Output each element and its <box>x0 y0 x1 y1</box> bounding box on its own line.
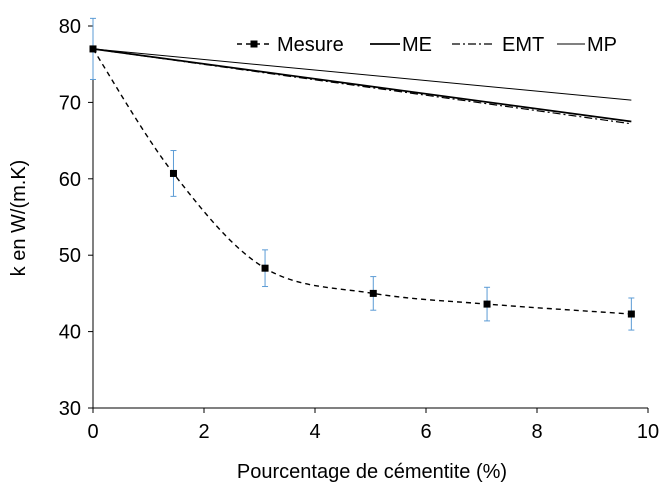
series-line-mesure <box>92 48 632 315</box>
x-tick-label: 8 <box>531 421 542 443</box>
series-line-me <box>92 48 632 123</box>
series-layer <box>89 17 635 331</box>
data-point-mesure <box>261 264 269 272</box>
legend-marker-mesure <box>250 40 258 48</box>
y-axis-title: k en W/(m.K) <box>8 160 30 277</box>
data-point-mesure <box>89 45 97 53</box>
x-axis-title: Pourcentage de cémentite (%) <box>237 461 507 483</box>
x-tick-label: 4 <box>309 421 320 443</box>
legend-label-mesure: Mesure <box>277 34 344 56</box>
data-point-mesure <box>483 300 491 308</box>
y-tick-label: 60 <box>59 169 81 191</box>
x-tick-label: 2 <box>198 421 209 443</box>
data-point-mesure <box>627 310 635 318</box>
y-tick-label: 70 <box>59 92 81 114</box>
y-tick-label: 30 <box>59 398 81 420</box>
y-tick-label: 50 <box>59 245 81 267</box>
legend-label-me: ME <box>402 34 432 56</box>
axes: 30 40 50 60 70 80 0 2 4 6 8 10 <box>59 16 659 443</box>
x-tick-label: 0 <box>87 421 98 443</box>
x-tick-label: 10 <box>637 421 659 443</box>
legend: Mesure ME EMT MP <box>237 34 617 56</box>
series-line-emt <box>92 48 632 125</box>
y-tick-label: 80 <box>59 16 81 38</box>
legend-label-mp: MP <box>587 34 617 56</box>
series-line-mp <box>92 48 632 101</box>
y-tick-label: 40 <box>59 322 81 344</box>
legend-label-emt: EMT <box>502 34 544 56</box>
data-point-mesure <box>169 169 177 177</box>
x-tick-label: 6 <box>420 421 431 443</box>
data-point-mesure <box>369 289 377 297</box>
